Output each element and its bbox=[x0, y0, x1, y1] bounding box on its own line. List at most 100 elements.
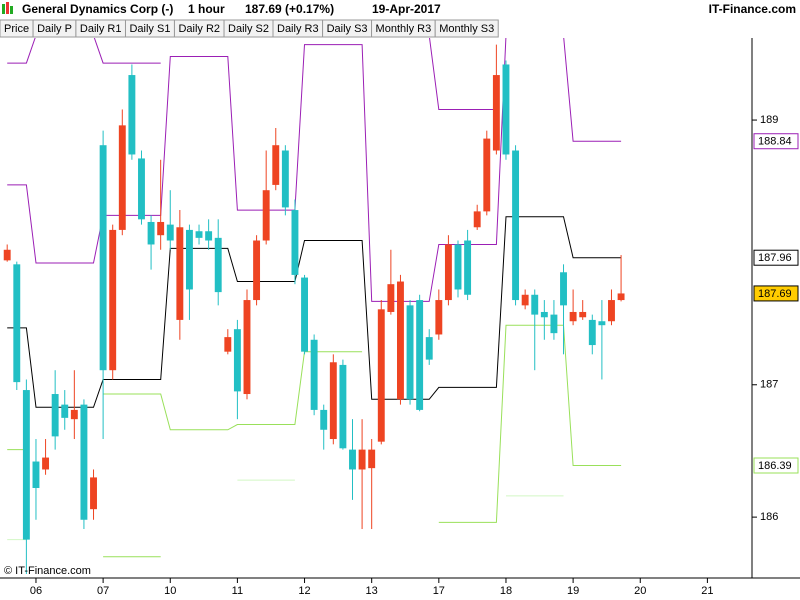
candle-body bbox=[579, 311, 587, 318]
legend-button[interactable]: Daily S3 bbox=[322, 19, 373, 38]
candle-body bbox=[358, 449, 366, 470]
candle-body bbox=[301, 277, 308, 352]
candle-body bbox=[32, 461, 40, 488]
candle-body bbox=[214, 237, 222, 293]
candle-body bbox=[550, 314, 558, 334]
candle-body bbox=[569, 311, 577, 322]
value-label: 186.39 bbox=[758, 460, 792, 472]
candle-body bbox=[42, 457, 50, 470]
candle-body bbox=[473, 211, 481, 228]
candle-body bbox=[90, 477, 97, 510]
y-tick-label: 187 bbox=[760, 379, 778, 391]
chart-title: General Dynamics Corp (-) bbox=[22, 2, 173, 16]
x-tick-label: 07 bbox=[97, 585, 109, 597]
candle-body bbox=[444, 244, 452, 301]
x-tick-label: 06 bbox=[30, 585, 42, 597]
candle-body bbox=[406, 305, 414, 400]
candle-body bbox=[435, 300, 443, 335]
x-tick-label: 17 bbox=[433, 585, 445, 597]
candle-body bbox=[560, 272, 567, 306]
candle-body bbox=[464, 240, 472, 295]
candle-body bbox=[272, 145, 280, 185]
pivot-line bbox=[438, 324, 622, 523]
candle-body bbox=[118, 125, 126, 230]
candle-body bbox=[425, 337, 433, 360]
legend-button[interactable]: Price bbox=[0, 19, 34, 38]
x-tick-label: 12 bbox=[298, 585, 310, 597]
candle-body bbox=[224, 337, 232, 352]
legend-button[interactable]: Monthly S3 bbox=[434, 19, 499, 38]
legend-label[interactable]: Daily S3 bbox=[327, 23, 368, 35]
legend-label[interactable]: Daily R3 bbox=[277, 23, 319, 35]
legend-button-bg[interactable] bbox=[434, 19, 499, 38]
legend-button[interactable]: Daily S1 bbox=[124, 19, 175, 38]
candle-body bbox=[617, 293, 625, 301]
candle-body bbox=[22, 390, 30, 540]
candle-body bbox=[3, 249, 11, 261]
value-box bbox=[753, 457, 799, 474]
interval: 1 hour bbox=[188, 2, 225, 16]
value-label: 187.69 bbox=[758, 288, 792, 300]
candle-body bbox=[80, 404, 88, 520]
legend-label[interactable]: Daily S1 bbox=[129, 23, 170, 35]
candles bbox=[3, 44, 625, 575]
value-label: 188.84 bbox=[758, 136, 792, 148]
legend-label[interactable]: Price bbox=[4, 23, 29, 35]
candle-body bbox=[195, 231, 203, 238]
candle-body bbox=[416, 300, 424, 410]
candle-body bbox=[99, 145, 107, 371]
candle-body bbox=[502, 64, 510, 155]
legend-label[interactable]: Daily R2 bbox=[178, 23, 220, 35]
x-tick-label: 21 bbox=[701, 585, 713, 597]
candle-body bbox=[483, 138, 491, 212]
value-box bbox=[753, 133, 799, 150]
candle-body bbox=[454, 244, 462, 290]
candle-body bbox=[128, 75, 136, 155]
legend-label[interactable]: Monthly R3 bbox=[376, 23, 432, 35]
legend-label[interactable]: Monthly S3 bbox=[439, 23, 494, 35]
candle-body bbox=[377, 309, 385, 442]
x-tick-label: 18 bbox=[500, 585, 512, 597]
candle-body bbox=[588, 319, 596, 346]
candle-body bbox=[147, 221, 155, 245]
legend-button[interactable]: Daily R3 bbox=[272, 19, 324, 38]
y-tick-label: 186 bbox=[760, 511, 778, 523]
candle-body bbox=[291, 210, 299, 275]
x-tick-label: 20 bbox=[634, 585, 646, 597]
x-tick-label: 11 bbox=[232, 585, 243, 597]
legend-button[interactable]: Daily S2 bbox=[223, 19, 274, 38]
candle-body bbox=[492, 75, 500, 151]
legend-button[interactable]: Daily R1 bbox=[75, 19, 126, 38]
candle-body bbox=[349, 449, 356, 470]
legend-label[interactable]: Daily S2 bbox=[228, 23, 269, 35]
x-tick-label: 10 bbox=[164, 585, 176, 597]
candle-body bbox=[512, 150, 520, 301]
legend-label[interactable]: Daily P bbox=[37, 23, 72, 35]
candle-body bbox=[262, 190, 270, 241]
candle-body bbox=[70, 409, 78, 420]
candle-body bbox=[387, 284, 395, 312]
candle-body bbox=[521, 294, 529, 306]
legend-button[interactable]: Daily R2 bbox=[173, 19, 225, 38]
candle-body bbox=[320, 409, 328, 430]
last-price: 187.69 (+0.17%) bbox=[245, 2, 334, 16]
pivot-lines bbox=[7, 38, 622, 558]
legend-button[interactable]: Daily P bbox=[32, 19, 77, 38]
candle-body bbox=[109, 229, 117, 371]
value-box bbox=[753, 285, 799, 302]
candle-body bbox=[253, 240, 261, 301]
candle-body bbox=[339, 364, 347, 449]
legend-label[interactable]: Daily R1 bbox=[80, 23, 122, 35]
legend-button[interactable]: Monthly R3 bbox=[371, 19, 436, 38]
candle-body bbox=[540, 311, 548, 318]
candle-body bbox=[13, 264, 21, 383]
pivot-line bbox=[429, 38, 497, 110]
candle-body bbox=[61, 404, 69, 418]
candle-body bbox=[310, 339, 318, 410]
pivot-line bbox=[7, 38, 161, 64]
candle-body bbox=[185, 229, 193, 290]
date: 19-Apr-2017 bbox=[372, 2, 441, 16]
x-tick-label: 13 bbox=[366, 585, 378, 597]
candle-body bbox=[281, 150, 289, 208]
candle-body bbox=[138, 158, 145, 220]
